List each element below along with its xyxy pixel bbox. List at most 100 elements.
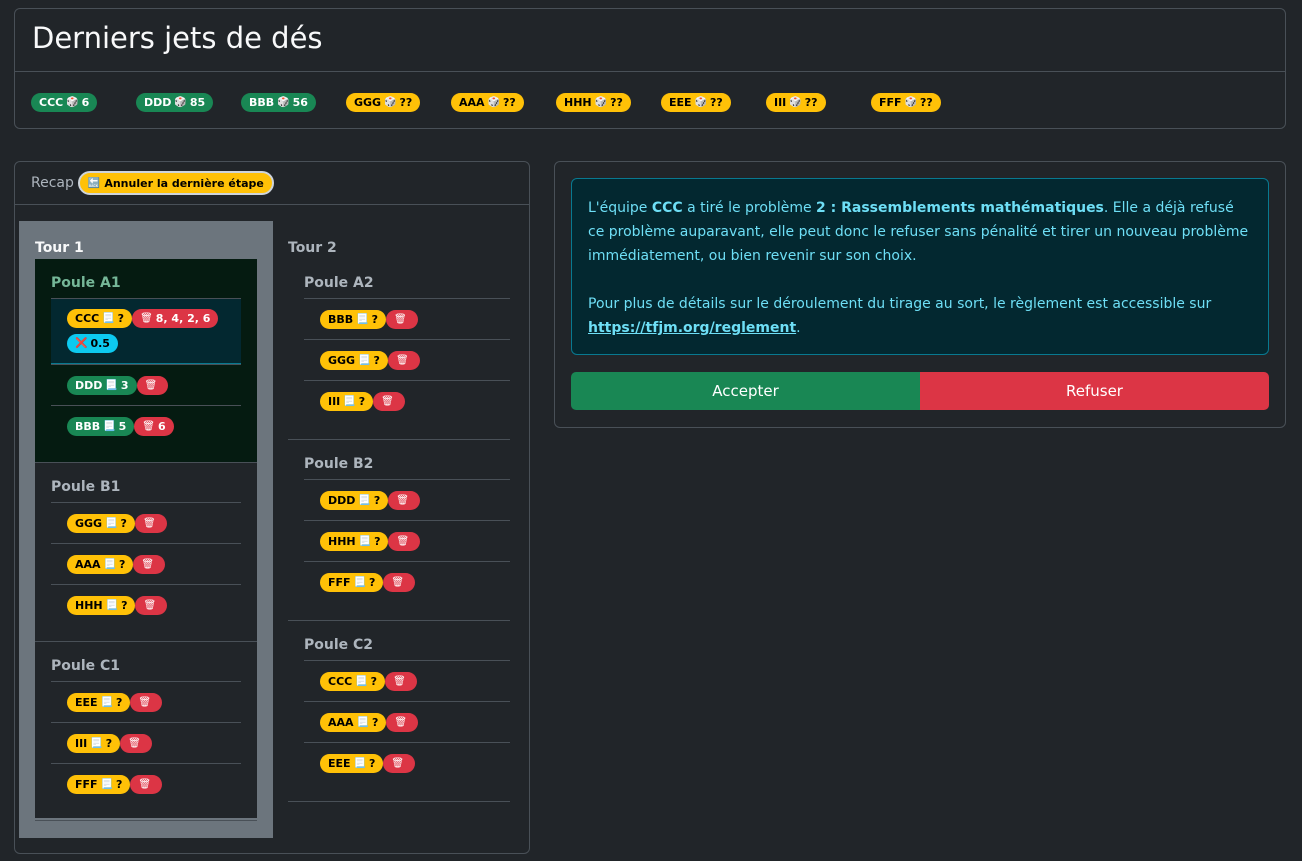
team-badge: DDD 📃 3 xyxy=(67,375,137,395)
problem-number: ? xyxy=(117,312,125,325)
problem-number: ? xyxy=(120,516,127,530)
problem-icon: 📃 xyxy=(100,696,113,708)
problem-icon: 📃 xyxy=(358,535,372,547)
dice-icon: 🎲 xyxy=(594,97,608,108)
dice-icon: 🎲 xyxy=(174,97,187,108)
dice-badge: CCC 🎲 6 xyxy=(31,93,98,112)
team-name: CCC xyxy=(75,312,100,325)
refuse-button[interactable]: Refuser xyxy=(920,372,1269,410)
problem-icon: 📃 xyxy=(100,778,113,790)
undo-button[interactable]: 🔙 Annuler la dernière étape xyxy=(77,171,274,195)
dice-icon: 🎲 xyxy=(277,97,290,108)
team-badge: AAA 📃? xyxy=(320,712,387,732)
back-icon: 🔙 xyxy=(87,177,101,189)
team-name: GGG xyxy=(354,96,382,109)
team-name: DDD xyxy=(75,378,103,392)
dice-value: 56 xyxy=(292,96,308,109)
team-badge: GGG 📃? xyxy=(67,513,135,533)
poule: Poule B1 GGG 📃? 🗑 AAA 📃? 🗑 HHH 📃? 🗑 xyxy=(35,463,257,642)
tour-1: Tour 1 Poule A1 CCC 📃? 🗑 8, 4, 2, 6 ❌ 0.5 DDD 📃 3 🗑… xyxy=(19,221,273,838)
recap-label: Recap xyxy=(31,175,74,191)
problem-icon: 📃 xyxy=(353,757,366,769)
team-row: CCC 📃? 🗑 8, 4, 2, 6 ❌ 0.5 xyxy=(51,298,241,364)
team-row: DDD 📃 3 🗑 xyxy=(51,364,241,405)
problem-icon: 📃 xyxy=(103,558,116,570)
team-badge: BBB 📃 5 xyxy=(67,416,135,436)
team-name: AAA xyxy=(459,96,485,109)
team-name: HHH xyxy=(564,96,592,109)
trash-icon: 🗑 xyxy=(143,599,157,611)
dice-badge: III 🎲?? xyxy=(766,93,826,112)
dice-icon: 🎲 xyxy=(66,97,79,108)
problem-number: ? xyxy=(373,493,381,507)
problem-number: ? xyxy=(121,598,128,612)
poule-name: Poule C2 xyxy=(304,637,374,653)
team-badge: CCC 📃? xyxy=(67,309,133,328)
problem-number: ? xyxy=(369,575,376,589)
problem-number: ? xyxy=(105,736,113,750)
tour-title: Tour 2 xyxy=(288,240,337,256)
team-badge: III 📃? xyxy=(320,391,374,411)
team-row: AAA 📃? 🗑 xyxy=(304,701,510,742)
team-name: EEE xyxy=(669,96,692,109)
accept-button[interactable]: Accepter xyxy=(571,372,920,410)
problem-icon: 📃 xyxy=(90,737,103,749)
trash-icon: 🗑 xyxy=(381,395,394,407)
refused-problems: 8, 4, 2, 6 xyxy=(155,312,211,325)
dice-icon: 🎲 xyxy=(789,97,802,108)
refused-badge: 🗑 xyxy=(130,774,163,794)
dice-slot: HHH 🎲?? xyxy=(556,93,661,112)
dice-slot: BBB 🎲 56 xyxy=(241,93,346,112)
recap-card: Recap 🔙 Annuler la dernière étape Tour 1… xyxy=(14,161,530,854)
dice-badge: BBB 🎲 56 xyxy=(241,93,316,112)
team-row: GGG 📃? 🗑 xyxy=(304,339,510,380)
team-badge: GGG 📃? xyxy=(320,350,388,370)
team-name: EEE xyxy=(328,756,351,770)
trash-icon: 🗑 xyxy=(138,778,152,790)
dice-badge: DDD 🎲 85 xyxy=(136,93,214,112)
team-name: III xyxy=(75,736,88,750)
refused-badge: 🗑 xyxy=(386,712,419,732)
team-row: EEE 📃? 🗑 xyxy=(51,681,241,722)
team-name: AAA xyxy=(328,715,354,729)
team-name: DDD xyxy=(144,96,172,109)
problem-number: ? xyxy=(372,715,379,729)
team-row: DDD 📃? 🗑 xyxy=(304,479,510,520)
team-name: HHH xyxy=(328,534,356,548)
team-name: FFF xyxy=(879,96,902,109)
problem-icon: 📃 xyxy=(105,599,119,611)
rules-link[interactable]: https://tfjm.org/reglement xyxy=(588,320,797,336)
trash-icon: 🗑 xyxy=(128,737,141,749)
trash-icon: 🗑 xyxy=(395,354,409,366)
dice-value: ?? xyxy=(503,96,516,109)
refused-badge: 🗑 xyxy=(135,595,168,615)
dice-value: 85 xyxy=(189,96,206,109)
msg-problem: 2 : Rassemblements mathématiques xyxy=(816,200,1104,216)
dice-icon: 🎲 xyxy=(694,97,707,108)
team-name: DDD xyxy=(328,493,356,507)
dice-badge: GGG 🎲?? xyxy=(346,93,421,112)
team-badge: FFF 📃? xyxy=(320,572,384,592)
team-name: III xyxy=(328,394,341,408)
dice-badge: HHH 🎲?? xyxy=(556,93,631,112)
poule: Poule A2 BBB 📃? 🗑 GGG 📃? 🗑 III 📃? 🗑 xyxy=(288,259,510,440)
dice-slot: AAA 🎲?? xyxy=(451,93,556,112)
trash-icon: 🗑 xyxy=(391,576,405,588)
info-alert: L'équipe CCC a tiré le problème 2 : Rass… xyxy=(571,178,1269,355)
cross-icon: ❌ xyxy=(75,338,88,349)
refused-badge: 🗑 xyxy=(386,309,418,329)
trash-icon: 🗑 xyxy=(396,535,410,547)
msg-text: a tiré le problème xyxy=(682,200,817,216)
penalty-value: 0.5 xyxy=(90,337,110,350)
msg-text: . Elle a déjà refusé ce problème auparav… xyxy=(588,200,1249,264)
refused-badge: 🗑 xyxy=(388,531,421,551)
team-badge: HHH 📃? xyxy=(320,531,389,551)
trash-icon: 🗑 xyxy=(394,313,407,325)
team-badge: FFF 📃? xyxy=(67,774,131,794)
refused-badge: 🗑 6 xyxy=(134,416,174,436)
dice-value: ?? xyxy=(610,96,623,109)
tour-title: Tour 1 xyxy=(35,240,84,256)
dice-slot: CCC 🎲 6 xyxy=(31,93,136,112)
trash-icon: 🗑 xyxy=(142,517,156,529)
refused-badge: 🗑 xyxy=(388,490,420,510)
